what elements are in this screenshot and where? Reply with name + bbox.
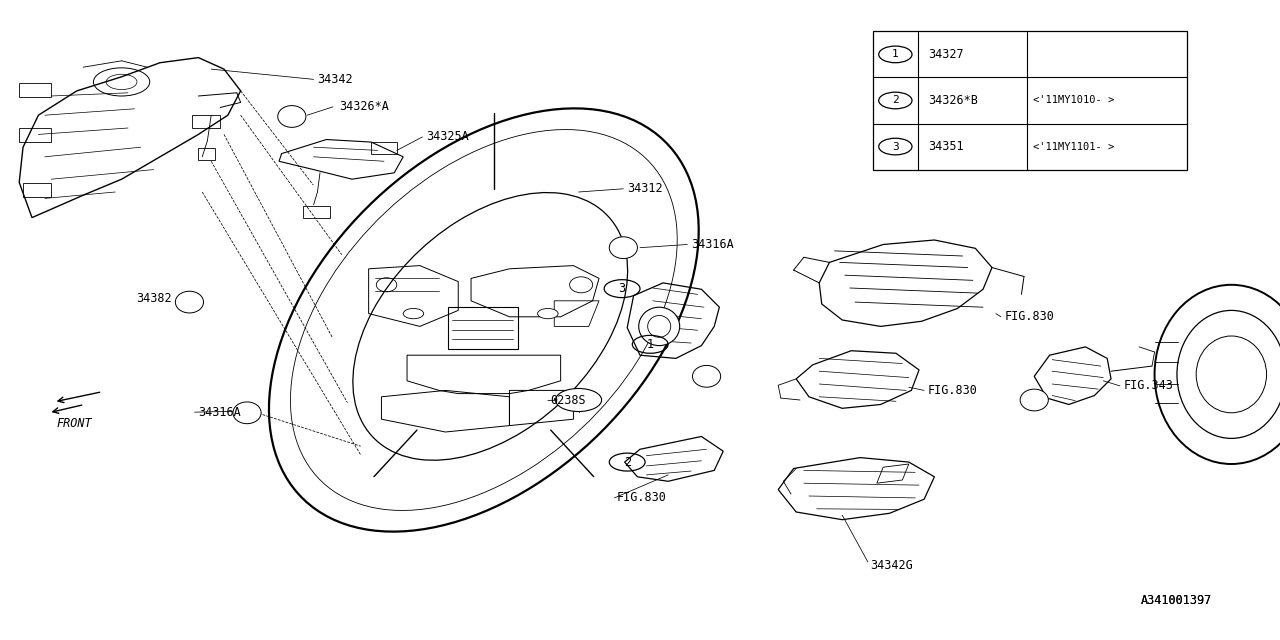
Ellipse shape xyxy=(609,237,637,259)
Ellipse shape xyxy=(1020,389,1048,411)
Text: FIG.830: FIG.830 xyxy=(928,384,978,397)
Ellipse shape xyxy=(1155,285,1280,464)
Ellipse shape xyxy=(175,291,204,313)
Text: FIG.830: FIG.830 xyxy=(617,492,667,504)
Text: 34351: 34351 xyxy=(928,140,964,153)
Text: <'11MY1010- >: <'11MY1010- > xyxy=(1033,95,1114,106)
Text: 34325A: 34325A xyxy=(426,131,468,143)
Text: 34342: 34342 xyxy=(317,73,353,86)
Ellipse shape xyxy=(639,307,680,346)
Text: 1: 1 xyxy=(892,49,899,60)
Text: 34312: 34312 xyxy=(627,182,663,195)
Text: FRONT: FRONT xyxy=(56,417,92,430)
Text: FIG.830: FIG.830 xyxy=(1005,310,1055,323)
Text: 3: 3 xyxy=(892,141,899,152)
Text: 34327: 34327 xyxy=(928,48,964,61)
Text: 34326*A: 34326*A xyxy=(339,100,389,113)
Circle shape xyxy=(403,308,424,319)
Text: 34326*B: 34326*B xyxy=(928,94,978,107)
Text: 34382: 34382 xyxy=(136,292,172,305)
Bar xyxy=(448,307,518,349)
Ellipse shape xyxy=(692,365,721,387)
Ellipse shape xyxy=(233,402,261,424)
Circle shape xyxy=(538,308,558,319)
Text: 3: 3 xyxy=(618,282,626,295)
Text: 0238S: 0238S xyxy=(550,394,586,407)
Text: 34316A: 34316A xyxy=(198,406,241,419)
Text: <'11MY1101- >: <'11MY1101- > xyxy=(1033,141,1114,152)
Ellipse shape xyxy=(278,106,306,127)
Circle shape xyxy=(556,388,602,412)
Text: 2: 2 xyxy=(892,95,899,106)
Text: A341001397: A341001397 xyxy=(1140,594,1212,607)
Text: 1: 1 xyxy=(646,338,654,351)
Text: 34342G: 34342G xyxy=(870,559,913,572)
Text: 2: 2 xyxy=(623,456,631,468)
Text: 34316A: 34316A xyxy=(691,238,733,251)
Text: FIG.343: FIG.343 xyxy=(1124,380,1174,392)
Text: A341001397: A341001397 xyxy=(1140,594,1212,607)
